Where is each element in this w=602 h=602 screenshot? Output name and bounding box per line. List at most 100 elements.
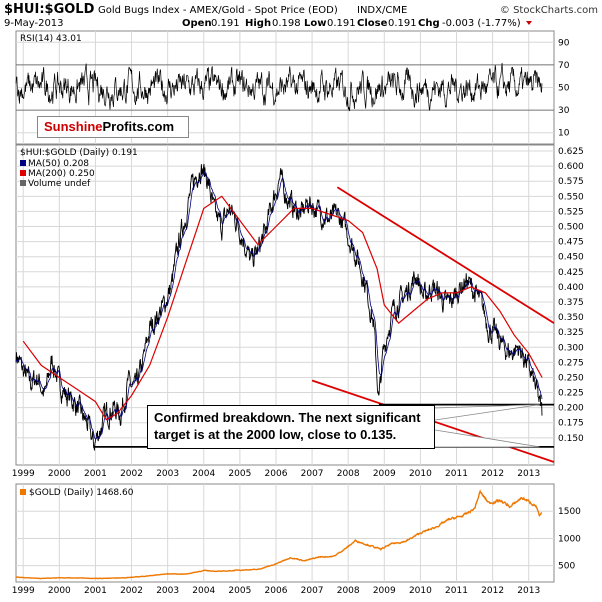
price-tick-label: 0.450 <box>558 253 584 263</box>
rsi-line <box>15 62 543 112</box>
chart-title: $HUI:$GOLD <box>4 2 95 17</box>
price-tick-label: 0.175 <box>558 419 584 429</box>
rsi-tick-label: 10 <box>558 129 570 139</box>
year-tick-label: 2002 <box>120 586 143 596</box>
open-value: 0.191 <box>211 18 240 29</box>
ohlc-readout: Open 0.191 High 0.198 Low 0.191 Close 0.… <box>182 18 521 29</box>
annotation-line-1: Confirmed breakdown. The next significan… <box>154 410 421 425</box>
year-tick-label: 2008 <box>337 586 360 596</box>
year-tick-label: 2002 <box>120 469 143 479</box>
sunshine-profits-logo: SunshineProfits.com <box>37 116 189 138</box>
gold-line <box>16 489 543 580</box>
price-tick-label: 0.325 <box>558 328 584 338</box>
price-tick-label: 0.300 <box>558 343 584 353</box>
gold-tick-label: 1500 <box>558 507 581 517</box>
price-tick-label: 0.600 <box>558 162 584 172</box>
axis-labels: 1999 1999 2000 2000 2001 2001 2002 2002 2003 2003… <box>12 38 584 596</box>
year-tick-label: 1999 <box>12 586 35 596</box>
ma200-line <box>22 195 543 421</box>
year-tick-label: 2009 <box>373 469 396 479</box>
low-value: 0.191 <box>327 18 356 29</box>
year-tick-label: 2011 <box>445 469 468 479</box>
legend-ma50: MA(50) 0.208 <box>28 159 89 169</box>
year-tick-label: 2004 <box>192 469 215 479</box>
year-tick-label: 2000 <box>48 469 71 479</box>
year-tick-label: 1999 <box>12 469 35 479</box>
year-tick-label: 2006 <box>265 469 288 479</box>
chg-value: -0.003 (-1.77%) <box>442 18 521 29</box>
year-tick-label: 2013 <box>517 586 540 596</box>
gold-legend: $GOLD (Daily) 1468.60 <box>20 488 134 498</box>
year-tick-label: 2007 <box>301 469 324 479</box>
year-tick-label: 2005 <box>228 586 251 596</box>
price-tick-label: 0.275 <box>558 358 584 368</box>
rsi-tick-label: 90 <box>558 38 570 48</box>
legend-series: $HUI:$GOLD (Daily) 0.191 <box>20 148 138 158</box>
price-tick-label: 0.475 <box>558 238 584 248</box>
chart-exchange: INDX/CME <box>357 5 407 16</box>
year-tick-label: 2004 <box>192 586 215 596</box>
year-tick-label: 2000 <box>48 586 71 596</box>
logo-part-2: Profits.com <box>102 119 175 134</box>
year-tick-label: 2005 <box>228 469 251 479</box>
year-tick-label: 2008 <box>337 469 360 479</box>
legend-ma50-swatch <box>20 160 26 166</box>
annotation-pointer-bottom <box>434 429 540 448</box>
price-tick-label: 0.575 <box>558 177 584 187</box>
high-value: 0.198 <box>272 18 301 29</box>
volume-icon <box>20 180 26 186</box>
annotation-box: Confirmed breakdown. The next significan… <box>147 405 435 449</box>
rsi-series <box>15 62 543 112</box>
price-series <box>15 163 543 451</box>
rsi-tick-label: 70 <box>558 61 570 71</box>
year-tick-label: 2003 <box>156 586 179 596</box>
gold-tick-label: 1000 <box>558 534 581 544</box>
legend-ma200-swatch <box>20 170 26 176</box>
price-tick-label: 0.225 <box>558 389 584 399</box>
chg-label: Chg <box>418 18 440 29</box>
year-tick-label: 2006 <box>265 586 288 596</box>
close-label: Close <box>357 18 388 29</box>
trendline-upper-channel <box>336 186 555 324</box>
year-tick-label: 2012 <box>481 586 504 596</box>
price-tick-label: 0.400 <box>558 283 584 293</box>
rsi-legend: RSI(14) 43.01 <box>20 34 82 44</box>
price-tick-label: 0.150 <box>558 434 584 444</box>
close-value: 0.191 <box>388 18 417 29</box>
year-tick-label: 2003 <box>156 469 179 479</box>
price-tick-label: 0.525 <box>558 207 584 217</box>
year-tick-label: 2011 <box>445 586 468 596</box>
price-tick-label: 0.375 <box>558 298 584 308</box>
year-tick-label: 2013 <box>517 469 540 479</box>
high-label: High <box>245 18 271 29</box>
rsi-tick-label: 30 <box>558 106 570 116</box>
year-tick-label: 2010 <box>409 586 432 596</box>
logo-part-1: Sunshine <box>44 119 103 134</box>
copyright-text: © StockCharts.com <box>500 5 598 16</box>
price-line <box>15 163 543 451</box>
low-label: Low <box>304 18 326 29</box>
price-tick-label: 0.200 <box>558 404 584 414</box>
rsi-tick-label: 50 <box>558 84 570 94</box>
open-label: Open <box>182 18 212 29</box>
gold-tick-label: 500 <box>558 562 575 572</box>
annotation-line-2: target is at the 2000 low, close to 0.13… <box>154 427 397 442</box>
year-tick-label: 2007 <box>301 586 324 596</box>
annotation-pointer-top <box>434 404 540 421</box>
year-tick-label: 2010 <box>409 469 432 479</box>
year-tick-label: 2001 <box>84 469 107 479</box>
chart-subtitle: Gold Bugs Index - AMEX/Gold - Spot Price… <box>98 5 338 16</box>
down-arrow-icon <box>526 21 532 25</box>
price-tick-label: 0.425 <box>558 268 584 278</box>
year-tick-label: 2009 <box>373 586 396 596</box>
gold-series <box>16 489 543 580</box>
chart-date: 9-May-2013 <box>4 18 64 29</box>
year-tick-label: 2012 <box>481 469 504 479</box>
price-tick-label: 0.550 <box>558 192 584 202</box>
gold-panel <box>15 483 555 583</box>
legend-volume: Volume undef <box>28 179 91 189</box>
legend-ma200: MA(200) 0.250 <box>28 169 95 179</box>
price-tick-label: 0.350 <box>558 313 584 323</box>
price-tick-label: 0.250 <box>558 373 584 383</box>
